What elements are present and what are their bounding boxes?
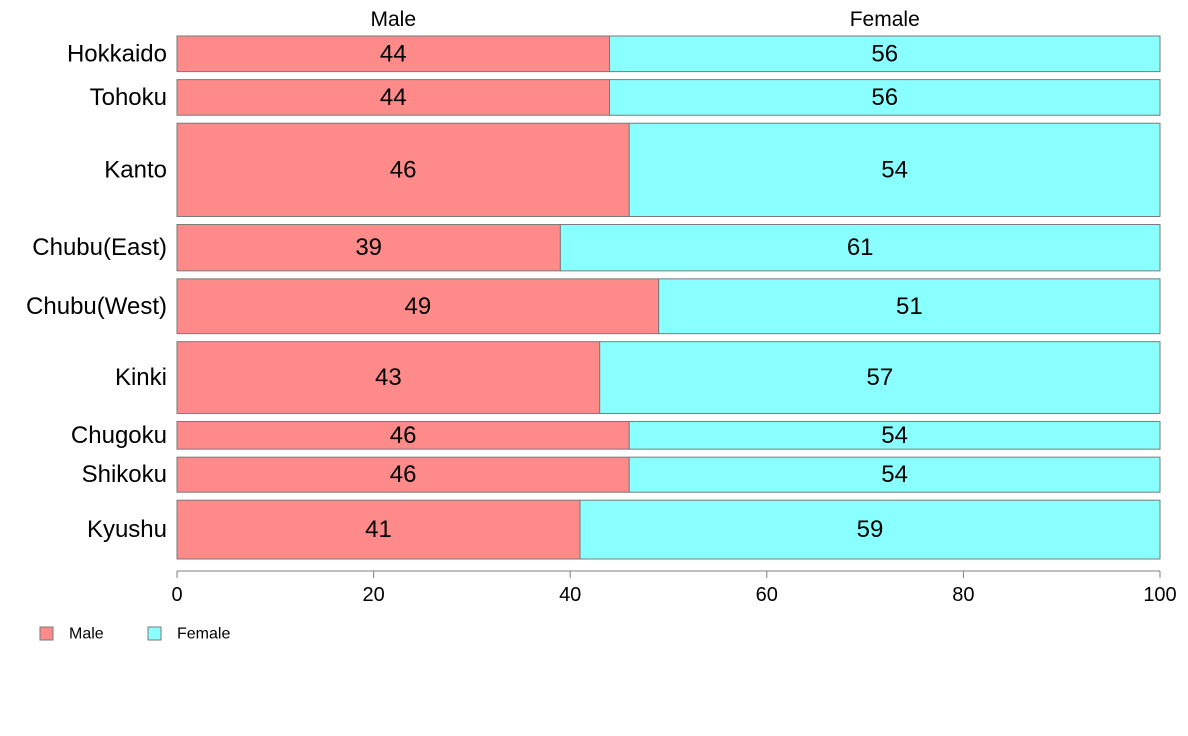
value-label-male-1: 44 [380,84,407,111]
value-label-male-6: 46 [390,422,417,449]
value-label-male-4: 49 [404,293,431,320]
category-label-4: Chubu(West) [26,293,167,320]
category-label-2: Kanto [104,156,167,183]
bar-female-4 [658,278,1161,335]
bar-male-8 [176,499,581,560]
bar-female-0 [609,35,1161,73]
value-label-female-1: 56 [871,84,898,111]
bar-male-0 [176,35,611,73]
legend-swatch-1 [147,626,162,641]
x-tick-label-3: 60 [756,584,778,606]
value-label-female-7: 54 [881,461,908,488]
column-headers: Male Female [370,8,919,31]
value-label-female-3: 61 [847,234,874,261]
bar-male-3 [176,223,561,272]
category-label-5: Kinki [115,364,167,391]
value-label-male-3: 39 [355,234,382,261]
column-header-female: Female [850,8,920,31]
legend-label-1: Female [177,626,230,643]
bar-male-2 [176,122,630,217]
legend-label-0: Male [69,626,104,643]
category-label-6: Chugoku [71,422,167,449]
legend-swatch-0 [39,626,54,641]
category-label-7: Shikoku [82,461,167,488]
bar-female-8 [579,499,1161,560]
category-labels: Hokkaido Tohoku Kanto Chubu(East) Chubu(West… [26,40,167,543]
value-label-female-0: 56 [871,40,898,67]
category-label-1: Tohoku [90,84,167,111]
category-label-3: Chubu(East) [32,234,167,261]
bar-female-1 [609,79,1161,116]
bar-female-6 [628,420,1161,450]
bar-female-7 [628,456,1161,493]
bar-male-6 [176,420,630,450]
bar-female-3 [559,223,1161,272]
category-label-0: Hokkaido [67,40,167,67]
value-label-female-4: 51 [896,293,923,320]
x-tick-label-5: 100 [1143,584,1176,606]
category-label-8: Kyushu [87,516,167,543]
column-header-male: Male [370,8,416,31]
legend: Male Female [39,626,230,643]
bar-female-2 [628,122,1161,217]
value-label-male-0: 44 [380,40,407,67]
bars-group: 44 56 44 56 46 54 39 61 49 51 43 57 46 54 46 54 41 59 [176,35,1161,560]
x-tick-label-1: 20 [362,584,384,606]
value-label-male-2: 46 [390,156,417,183]
value-label-female-2: 54 [881,156,908,183]
x-tick-label-4: 80 [952,584,974,606]
x-axis: 0 20 40 60 80 100 [171,570,1177,606]
x-tick-label-2: 40 [559,584,581,606]
value-label-male-8: 41 [365,516,392,543]
bar-male-1 [176,79,611,116]
value-label-female-8: 59 [857,516,884,543]
value-label-male-7: 46 [390,461,417,488]
value-label-female-5: 57 [866,364,893,391]
x-tick-label-0: 0 [171,584,182,606]
bar-female-5 [599,341,1161,414]
value-label-male-5: 43 [375,364,402,391]
value-label-female-6: 54 [881,422,908,449]
bar-male-4 [176,278,660,335]
